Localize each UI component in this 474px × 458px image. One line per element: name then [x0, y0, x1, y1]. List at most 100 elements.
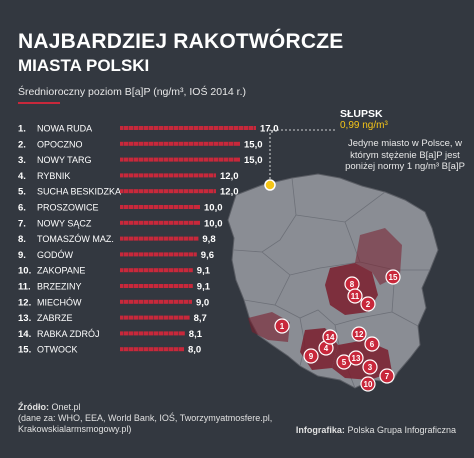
- bar-tick: [148, 157, 149, 162]
- bar-tick: [193, 173, 194, 178]
- bar-tick: [138, 331, 139, 336]
- map-marker-label: 4: [324, 344, 329, 353]
- bar-tick: [138, 189, 139, 194]
- bar-tick: [178, 284, 179, 288]
- city-label: BRZEZINY: [37, 282, 82, 292]
- voivodeship-border-1: [233, 177, 297, 253]
- bar-tick: [208, 157, 209, 162]
- bar-tick: [233, 141, 234, 146]
- bar-tick: [133, 126, 134, 130]
- bar-tick: [173, 315, 174, 320]
- map-marker: [348, 350, 364, 366]
- bar-tick: [213, 126, 214, 130]
- map-marker-label: 12: [355, 330, 364, 339]
- source-line2: (dane za: WHO, EEA, World Bank, IOŚ, Two…: [18, 413, 273, 423]
- bar-tick: [143, 268, 144, 273]
- infographic-credit: Infografika: Polska Grupa Infograficzna: [296, 425, 456, 435]
- callout-value: 0,99 ng/m³: [340, 120, 388, 131]
- city-label: ZAKOPANE: [37, 266, 85, 276]
- bar-tick: [133, 189, 134, 194]
- bar-tick: [158, 141, 159, 146]
- bar: [120, 268, 193, 273]
- bar-tick: [178, 236, 179, 241]
- bar-tick: [163, 126, 164, 130]
- city-label: RYBNIK: [37, 171, 70, 181]
- map-marker: [362, 359, 378, 375]
- bar-tick: [153, 315, 154, 320]
- bar-tick: [128, 315, 129, 320]
- bar-tick: [123, 268, 124, 273]
- slupsk-marker: [264, 179, 276, 191]
- map-marker: [364, 336, 380, 352]
- map-marker-label: 13: [352, 354, 361, 363]
- map-marker: [385, 269, 401, 285]
- bar-tick: [128, 189, 129, 194]
- value-label: 17,0: [260, 124, 279, 135]
- bar-tick: [213, 141, 214, 146]
- bar-tick: [188, 141, 189, 146]
- bar-tick: [123, 126, 124, 130]
- bar-tick: [133, 220, 134, 225]
- bar-tick: [143, 141, 144, 146]
- rank-label: 14.: [18, 329, 31, 340]
- bar-tick: [178, 173, 179, 178]
- bar-tick: [123, 141, 124, 146]
- bar-tick: [168, 126, 169, 130]
- city-label: ZABRZE: [37, 313, 73, 323]
- rank-label: 1.: [18, 124, 26, 135]
- bar: [120, 347, 184, 352]
- bar-tick: [168, 220, 169, 225]
- bar-tick: [188, 126, 189, 130]
- voivodeship-border-4: [261, 251, 361, 276]
- city-label: TOMASZÓW MAZ.: [37, 234, 114, 244]
- bar-tick: [168, 189, 169, 194]
- value-label: 8,7: [194, 313, 207, 324]
- voivodeship-border-8: [334, 311, 393, 326]
- bar-tick: [163, 252, 164, 257]
- bar-tick: [128, 284, 129, 288]
- map-marker-label: 3: [368, 363, 373, 372]
- bar-tick: [163, 284, 164, 288]
- bar-tick: [123, 331, 124, 336]
- bar-tick: [133, 252, 134, 257]
- bar-tick: [188, 205, 189, 209]
- value-label: 9,6: [201, 250, 214, 261]
- bar-tick: [148, 347, 149, 352]
- map-marker-label: 7: [385, 372, 390, 381]
- bar-tick: [173, 157, 174, 162]
- map-marker-label: 11: [351, 292, 360, 301]
- slupsk-leader-line: [269, 129, 336, 183]
- bar-tick: [183, 205, 184, 209]
- chart-subtitle: Średnioroczny poziom B[a]P (ng/m³, IOŚ 2…: [18, 86, 246, 98]
- bar-tick: [163, 220, 164, 225]
- bar-tick: [133, 284, 134, 288]
- bar-tick: [158, 157, 159, 162]
- rank-label: 3.: [18, 155, 26, 166]
- voivodeship-border-6: [274, 304, 336, 326]
- bar-tick: [123, 173, 124, 178]
- infografika-label: Infografika:: [295, 425, 345, 435]
- value-label: 12,0: [220, 171, 239, 182]
- bar-tick: [153, 252, 154, 257]
- bar-tick: [228, 126, 229, 130]
- bar-tick: [128, 331, 129, 336]
- value-label: 9,1: [197, 282, 211, 293]
- bar-tick: [123, 252, 124, 257]
- bar-tick: [248, 126, 249, 130]
- bar-tick: [153, 331, 154, 336]
- bar-tick: [178, 315, 179, 320]
- bar-tick: [163, 205, 164, 209]
- bar-tick: [123, 299, 124, 304]
- bar-tick: [218, 126, 219, 130]
- map-marker: [303, 348, 319, 364]
- bar-tick: [178, 220, 179, 225]
- bar-tick: [243, 126, 244, 130]
- city-label: MIECHÓW: [37, 297, 82, 307]
- bar-tick: [193, 236, 194, 241]
- rank-label: 6.: [18, 203, 26, 214]
- bar-chart: 1. NOWA RUDA 17,0 2. OPOCZNO 15,0 3. NOWY TARG 1…: [18, 124, 279, 356]
- bar: [120, 205, 200, 209]
- map-marker: [360, 296, 376, 312]
- rank-label: 13.: [18, 313, 31, 324]
- page-title: NAJBARDZIEJ RAKOTWÓRCZE: [18, 30, 344, 53]
